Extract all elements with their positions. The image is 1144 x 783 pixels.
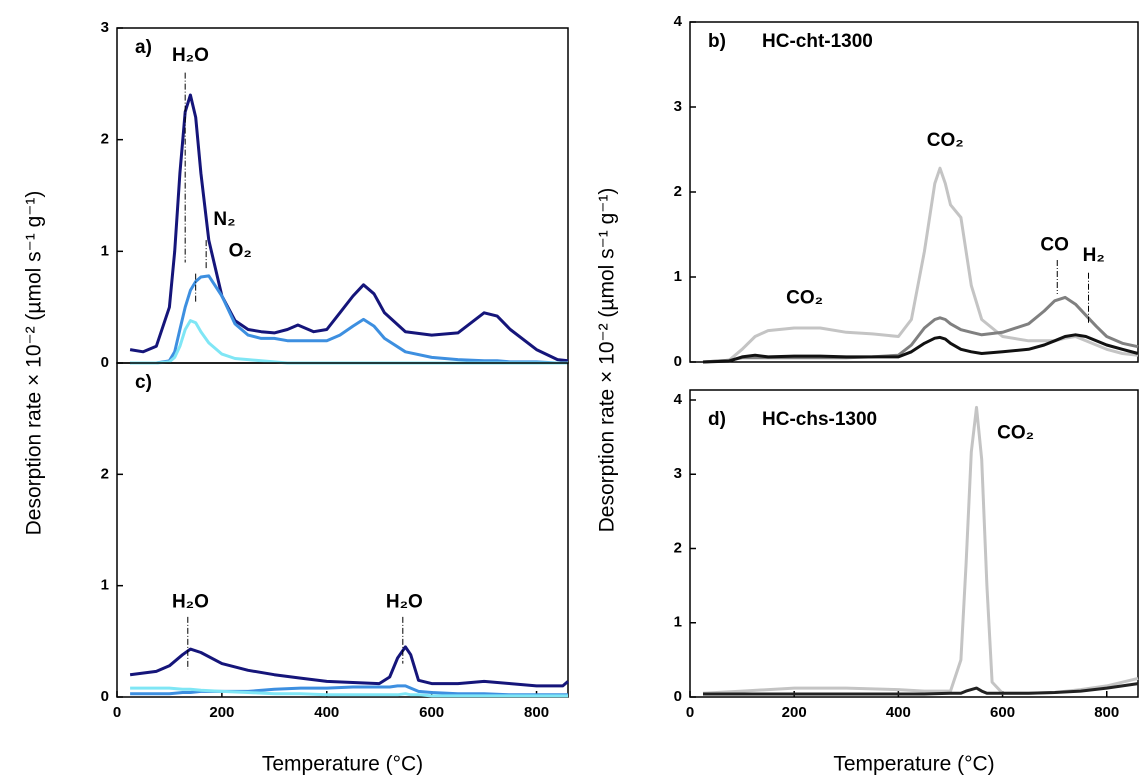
x-tick-label: 800: [524, 704, 549, 721]
x-tick-label: 400: [314, 704, 339, 721]
data-line: [130, 684, 568, 697]
y-axis-label: Desorption rate × 10⁻² (µmol s⁻¹ g⁻¹): [596, 188, 619, 533]
y-tick-label: 0: [674, 688, 682, 705]
sample-name: HC-cht-1300: [762, 31, 873, 52]
series-label: H₂O: [172, 45, 209, 66]
data-line: [702, 405, 1139, 695]
x-axis-label: Temperature (°C): [262, 753, 423, 776]
data-line: [702, 295, 1139, 364]
data-line: [129, 93, 569, 363]
data-line: [703, 682, 1139, 696]
y-tick-label: 1: [674, 268, 682, 285]
data-line: [130, 319, 568, 365]
data-line: [130, 686, 568, 698]
y-tick-label: 1: [101, 577, 109, 594]
y-tick-label: 4: [674, 13, 683, 30]
y-tick-label: 0: [101, 354, 109, 371]
y-tick-label: 3: [674, 98, 682, 115]
panel-label: b): [708, 31, 726, 52]
y-tick-label: 3: [674, 465, 682, 482]
x-tick-label: 200: [209, 704, 234, 721]
panel-label: d): [708, 409, 726, 430]
y-tick-label: 4: [674, 391, 683, 408]
y-tick-label: 3: [101, 19, 109, 36]
series-label: O₂: [229, 240, 252, 261]
y-tick-label: 2: [101, 465, 109, 482]
y-tick-label: 2: [674, 183, 682, 200]
series-label: H₂O: [386, 591, 423, 612]
y-tick-label: 1: [674, 614, 682, 631]
y-axis-label: Desorption rate × 10⁻² (µmol s⁻¹ g⁻¹): [23, 191, 46, 536]
x-axis-label: Temperature (°C): [833, 753, 994, 776]
series-label: H₂: [1083, 245, 1105, 266]
series-label: N₂: [213, 209, 235, 230]
y-tick-label: 0: [674, 353, 682, 370]
x-tick-label: 400: [886, 704, 911, 721]
series-label: CO₂: [927, 130, 964, 151]
plot-frame: [116, 362, 569, 698]
panel-label: c): [135, 372, 152, 393]
y-tick-label: 2: [674, 539, 682, 556]
sample-name: HC-chs-1300: [762, 409, 877, 430]
plot-frame: [689, 389, 1139, 698]
x-tick-label: 0: [113, 704, 121, 721]
panel-label: a): [135, 37, 152, 58]
y-tick-label: 1: [101, 242, 109, 259]
data-line: [130, 274, 568, 365]
y-tick-label: 2: [101, 131, 109, 148]
x-tick-label: 200: [782, 704, 807, 721]
x-tick-label: 800: [1094, 704, 1119, 721]
data-line: [702, 166, 1139, 364]
series-label: CO₂: [997, 422, 1034, 443]
series-label: CO: [1040, 235, 1069, 256]
series-label: H₂O: [172, 591, 209, 612]
y-tick-label: 0: [101, 688, 109, 705]
series-label: CO₂: [786, 287, 823, 308]
data-line: [129, 645, 569, 688]
x-tick-label: 0: [686, 704, 694, 721]
x-tick-label: 600: [990, 704, 1015, 721]
x-tick-label: 600: [419, 704, 444, 721]
data-line: [702, 333, 1139, 364]
